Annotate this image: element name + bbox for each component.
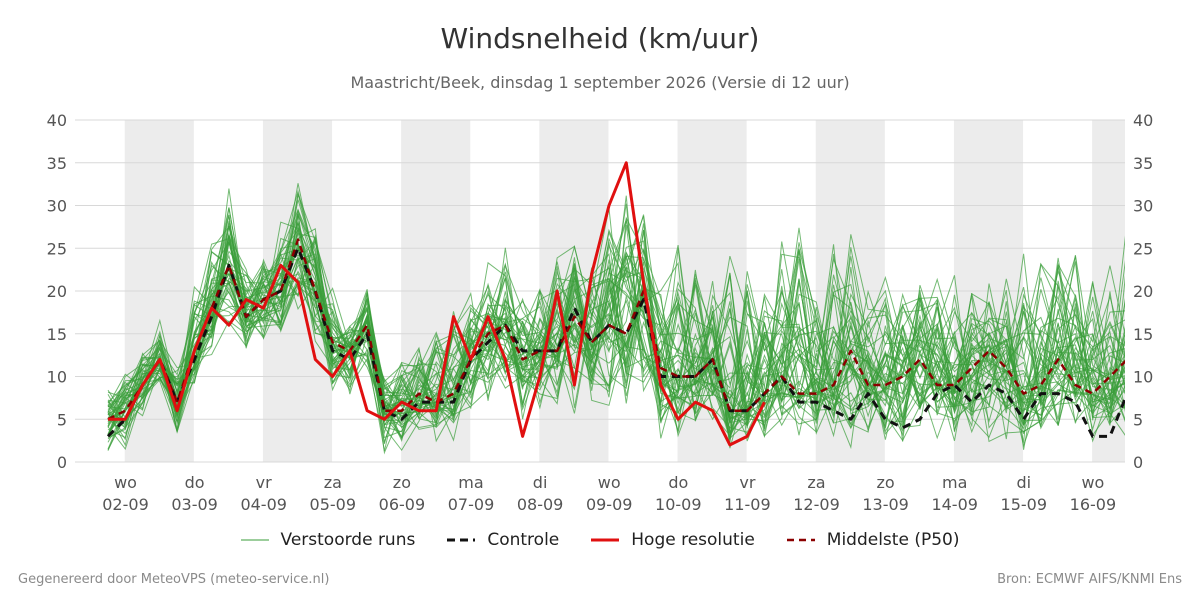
y-tick-label-left: 40 — [47, 111, 67, 130]
ensemble-run-line — [107, 216, 1125, 450]
ensemble-run-line — [107, 221, 1125, 433]
legend-label-high-resolution: Hoge resolutie — [631, 530, 755, 550]
legend-item-perturbed-runs[interactable]: Verstoorde runs — [240, 530, 416, 550]
x-tick-date: 06-09 — [379, 495, 426, 514]
x-tick-day: wo — [598, 473, 621, 492]
ensemble-run-line — [107, 228, 1125, 440]
legend-swatch-perturbed-runs — [240, 539, 269, 541]
y-tick-label-left: 15 — [47, 325, 67, 344]
x-tick-date: 08-09 — [517, 495, 564, 514]
legend-swatch-median — [786, 538, 815, 542]
legend: Verstoorde runs Controle Hoge resolutie … — [0, 530, 1200, 550]
x-tick-day: ma — [458, 473, 483, 492]
x-tick-day: di — [533, 473, 548, 492]
x-tick-day: ma — [942, 473, 967, 492]
ensemble-run-line — [107, 247, 1125, 452]
y-tick-label-right: 10 — [1133, 368, 1153, 387]
x-tick-day: wo — [114, 473, 137, 492]
legend-item-control[interactable]: Controle — [447, 530, 559, 550]
chart-title: Windsnelheid (km/uur) — [440, 22, 760, 55]
footer-generated-by: Gegenereerd door MeteoVPS (meteo-service… — [18, 572, 330, 587]
x-tick-day: vr — [739, 473, 755, 492]
y-tick-label-right: 35 — [1133, 154, 1153, 173]
y-tick-label-left: 25 — [47, 239, 67, 258]
ensemble-run-line — [107, 234, 1125, 435]
x-tick-date: 16-09 — [1070, 495, 1117, 514]
x-tick-date: 10-09 — [655, 495, 702, 514]
x-tick-date: 14-09 — [931, 495, 978, 514]
x-tick-day: zo — [393, 473, 411, 492]
x-tick-date: 02-09 — [102, 495, 149, 514]
ensemble-run-line — [107, 189, 1125, 443]
y-tick-label-left: 30 — [47, 197, 67, 216]
legend-label-control: Controle — [487, 530, 560, 550]
x-tick-date: 09-09 — [586, 495, 633, 514]
x-tick-day: do — [668, 473, 688, 492]
x-tick-date: 13-09 — [862, 495, 909, 514]
x-tick-date: 03-09 — [171, 495, 218, 514]
legend-item-median[interactable]: Middelste (P50) — [786, 530, 960, 550]
y-tick-label-right: 5 — [1133, 410, 1143, 429]
y-tick-label-right: 25 — [1133, 239, 1153, 258]
x-tick-day: wo — [1081, 473, 1104, 492]
y-tick-label-left: 0 — [57, 453, 67, 472]
y-tick-label-left: 10 — [47, 368, 67, 387]
x-tick-day: zo — [877, 473, 895, 492]
x-tick-date: 12-09 — [793, 495, 840, 514]
ensemble-run-line — [107, 211, 1125, 441]
ensemble-run-line — [107, 233, 1125, 451]
ensemble-run-line — [107, 242, 1125, 439]
y-tick-label-left: 35 — [47, 154, 67, 173]
y-tick-label-left: 5 — [57, 410, 67, 429]
y-tick-label-right: 15 — [1133, 325, 1153, 344]
footer-source: Bron: ECMWF AIFS/KNMI Ens — [997, 572, 1182, 587]
x-tick-date: 15-09 — [1001, 495, 1048, 514]
x-tick-day: za — [807, 473, 825, 492]
series-line-controle — [106, 246, 1125, 438]
x-tick-day: za — [324, 473, 342, 492]
y-tick-label-right: 40 — [1133, 111, 1153, 130]
series-line-hoge-resolutie — [108, 161, 766, 447]
x-tick-day: do — [185, 473, 205, 492]
x-tick-date: 05-09 — [310, 495, 357, 514]
y-tick-label-left: 20 — [47, 282, 67, 301]
x-tick-date: 07-09 — [448, 495, 495, 514]
ensemble-run-line — [107, 235, 1125, 439]
y-tick-label-right: 20 — [1133, 282, 1153, 301]
ensemble-run-line — [107, 238, 1125, 435]
ensemble-run-line — [107, 207, 1125, 443]
ensemble-run-line — [107, 229, 1125, 444]
chart-subtitle: Maastricht/Beek, dinsdag 1 september 202… — [350, 73, 850, 92]
y-tick-label-right: 30 — [1133, 197, 1153, 216]
x-tick-date: 04-09 — [240, 495, 287, 514]
legend-label-median: Middelste (P50) — [826, 530, 960, 550]
x-tick-date: 11-09 — [724, 495, 771, 514]
x-tick-day: vr — [256, 473, 272, 492]
legend-swatch-control — [447, 538, 476, 542]
legend-item-high-resolution[interactable]: Hoge resolutie — [591, 530, 755, 550]
legend-label-perturbed-runs: Verstoorde runs — [280, 530, 416, 550]
y-tick-label-right: 0 — [1133, 453, 1143, 472]
x-tick-day: di — [1016, 473, 1031, 492]
legend-swatch-high-resolution — [591, 538, 620, 542]
ensemble-run-line — [107, 207, 1125, 436]
ensemble-run-line — [107, 208, 1125, 441]
